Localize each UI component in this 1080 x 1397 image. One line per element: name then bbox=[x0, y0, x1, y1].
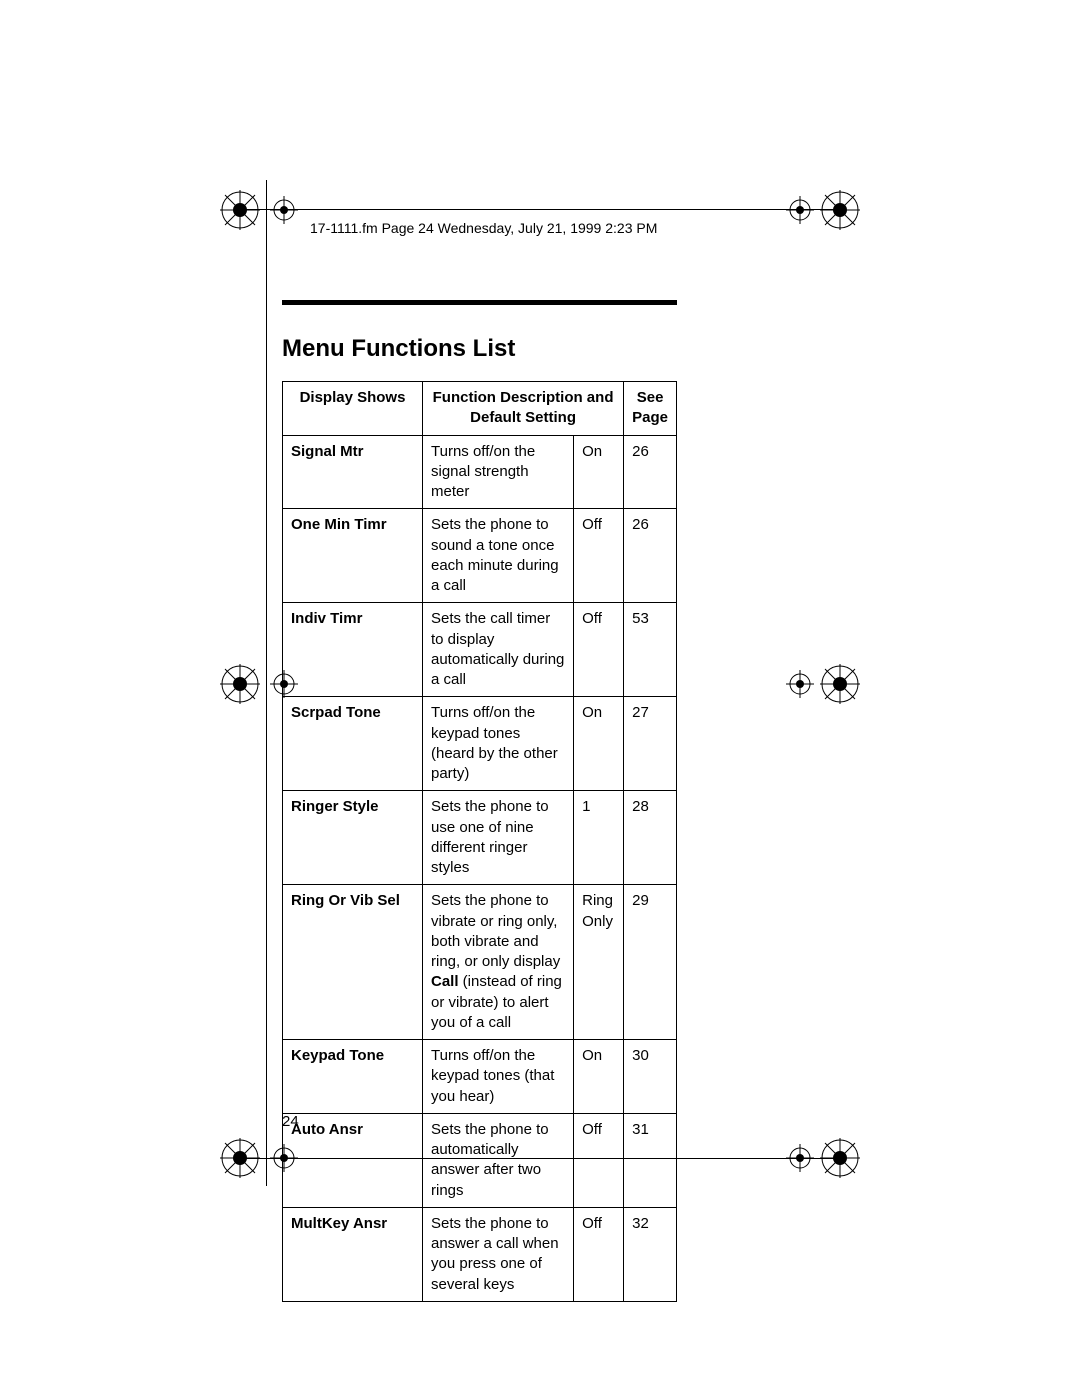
registration-mark-icon bbox=[820, 1138, 860, 1178]
running-head: 17-1111.fm Page 24 Wednesday, July 21, 1… bbox=[310, 220, 657, 236]
cell-desc-bold: Call bbox=[431, 973, 459, 990]
table-row: Indiv Timr Sets the call timer to displa… bbox=[283, 603, 677, 697]
cell-page: 31 bbox=[624, 1113, 677, 1207]
cell-default: On bbox=[574, 1040, 624, 1114]
registration-mark-icon bbox=[786, 196, 814, 224]
cell-page: 26 bbox=[624, 509, 677, 603]
cell-page: 32 bbox=[624, 1207, 677, 1301]
cell-display: MultKey Ansr bbox=[283, 1207, 423, 1301]
registration-mark-icon bbox=[786, 670, 814, 698]
table-row: MultKey Ansr Sets the phone to answer a … bbox=[283, 1207, 677, 1301]
cell-desc: Turns off/on the keypad tones (that you … bbox=[423, 1040, 574, 1114]
crop-line-left bbox=[266, 180, 267, 1186]
header-page-line2: Page bbox=[632, 409, 668, 426]
cell-desc-pre: Sets the phone to vibrate or ring only, … bbox=[431, 892, 560, 970]
page-number: 24 bbox=[282, 1113, 299, 1130]
cell-default: On bbox=[574, 697, 624, 791]
table-header-row: Display Shows Function Description and D… bbox=[283, 382, 677, 436]
cell-default: 1 bbox=[574, 791, 624, 885]
cell-page: 30 bbox=[624, 1040, 677, 1114]
cell-desc: Sets the call timer to display automatic… bbox=[423, 603, 574, 697]
table-row: Keypad Tone Turns off/on the keypad tone… bbox=[283, 1040, 677, 1114]
registration-mark-icon bbox=[820, 664, 860, 704]
cell-default: Ring Only bbox=[574, 885, 624, 1040]
registration-mark-icon bbox=[220, 190, 260, 230]
page: 17-1111.fm Page 24 Wednesday, July 21, 1… bbox=[0, 0, 1080, 1397]
registration-mark-icon bbox=[220, 1138, 260, 1178]
cell-display: Signal Mtr bbox=[283, 435, 423, 509]
cell-default: Off bbox=[574, 1207, 624, 1301]
cell-display: Keypad Tone bbox=[283, 1040, 423, 1114]
header-page: See Page bbox=[624, 382, 677, 436]
table-body: Signal Mtr Turns off/on the signal stren… bbox=[283, 435, 677, 1301]
table-row: Ringer Style Sets the phone to use one o… bbox=[283, 791, 677, 885]
registration-mark-icon bbox=[786, 1144, 814, 1172]
cell-desc: Sets the phone to automatically answer a… bbox=[423, 1113, 574, 1207]
cell-page: 53 bbox=[624, 603, 677, 697]
header-description: Function Description and Default Setting bbox=[423, 382, 624, 436]
cell-desc: Sets the phone to answer a call when you… bbox=[423, 1207, 574, 1301]
cell-display: Scrpad Tone bbox=[283, 697, 423, 791]
table-row: One Min Timr Sets the phone to sound a t… bbox=[283, 509, 677, 603]
cell-display: Ringer Style bbox=[283, 791, 423, 885]
cell-display: Ring Or Vib Sel bbox=[283, 885, 423, 1040]
cell-display: Auto Ansr bbox=[283, 1113, 423, 1207]
cell-page: 29 bbox=[624, 885, 677, 1040]
header-display: Display Shows bbox=[283, 382, 423, 436]
cell-desc: Sets the phone to sound a tone once each… bbox=[423, 509, 574, 603]
cell-page: 28 bbox=[624, 791, 677, 885]
table-row: Signal Mtr Turns off/on the signal stren… bbox=[283, 435, 677, 509]
cell-default: Off bbox=[574, 603, 624, 697]
table-row: Scrpad Tone Turns off/on the keypad tone… bbox=[283, 697, 677, 791]
registration-mark-icon bbox=[270, 196, 298, 224]
header-description-line1: Function Description and bbox=[433, 389, 614, 406]
registration-mark-icon bbox=[220, 664, 260, 704]
cell-desc: Turns off/on the signal strength meter bbox=[423, 435, 574, 509]
menu-functions-table: Display Shows Function Description and D… bbox=[282, 381, 677, 1302]
cell-display: One Min Timr bbox=[283, 509, 423, 603]
cell-page: 26 bbox=[624, 435, 677, 509]
table-row: Ring Or Vib Sel Sets the phone to vibrat… bbox=[283, 885, 677, 1040]
cell-default: Off bbox=[574, 509, 624, 603]
cell-display: Indiv Timr bbox=[283, 603, 423, 697]
content-area: Menu Functions List Display Shows Functi… bbox=[282, 300, 677, 1302]
registration-mark-icon bbox=[820, 190, 860, 230]
cell-default: Off bbox=[574, 1113, 624, 1207]
cell-default: On bbox=[574, 435, 624, 509]
header-description-line2: Default Setting bbox=[470, 409, 576, 426]
crop-line-top bbox=[240, 209, 840, 210]
page-title: Menu Functions List bbox=[282, 335, 677, 363]
header-page-line1: See bbox=[637, 389, 664, 406]
cell-desc: Sets the phone to vibrate or ring only, … bbox=[423, 885, 574, 1040]
cell-desc: Turns off/on the keypad tones (heard by … bbox=[423, 697, 574, 791]
title-rule bbox=[282, 300, 677, 305]
cell-page: 27 bbox=[624, 697, 677, 791]
cell-desc: Sets the phone to use one of nine differ… bbox=[423, 791, 574, 885]
table-row: Auto Ansr Sets the phone to automaticall… bbox=[283, 1113, 677, 1207]
